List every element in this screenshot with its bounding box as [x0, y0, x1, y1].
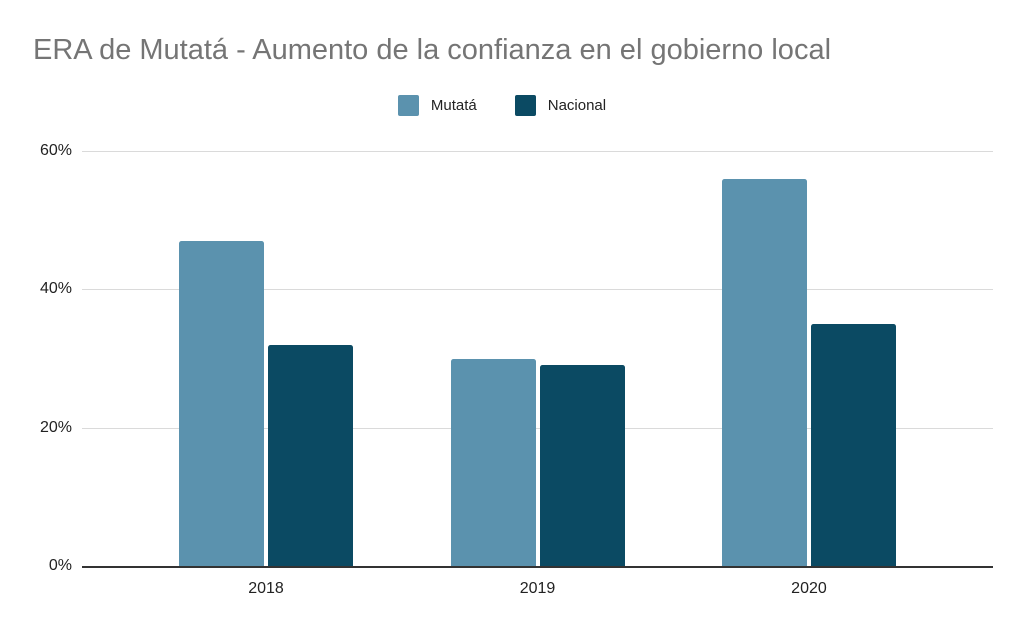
bar-nacional-2018: [268, 344, 354, 566]
gridline-40pct: [82, 289, 993, 291]
x-axis-label-2018: 2018: [248, 580, 284, 597]
y-tick-label-40pct: 40%: [39, 280, 72, 298]
x-axis-label-2019: 2019: [519, 580, 556, 597]
chart-title: ERA de Mutatá - Aumento de la confianza …: [33, 34, 832, 66]
legend-item-nacional: Nacional: [514, 95, 607, 116]
legend-item-mutata: Mutatá: [397, 95, 477, 116]
legend-swatch-mutata: [397, 95, 419, 116]
x-axis-label-2020: 2020: [791, 580, 827, 597]
y-tick-label-60pct: 60%: [39, 142, 72, 159]
legend-swatch-nacional: [514, 95, 536, 116]
x-axis-line: [82, 566, 993, 568]
y-tick-label-0pct: 0%: [48, 557, 72, 574]
gridline-60pct: [82, 151, 993, 152]
legend-label-nacional: Nacional: [547, 97, 607, 114]
plot-area: 0% 20% 40% 60% 2018 2019 2020: [40, 142, 993, 597]
legend: Mutatá Nacional: [0, 95, 1014, 116]
bar-mutata-2018: [179, 240, 265, 566]
bar-nacional-2019: [539, 365, 625, 566]
legend-label-mutata: Mutatá: [430, 97, 477, 114]
bar-mutata-2019: [450, 358, 536, 566]
bar-nacional-2020: [810, 323, 896, 566]
y-tick-label-20pct: 20%: [39, 418, 72, 436]
gridline-20pct: [82, 427, 993, 429]
bar-mutata-2020: [721, 178, 807, 566]
